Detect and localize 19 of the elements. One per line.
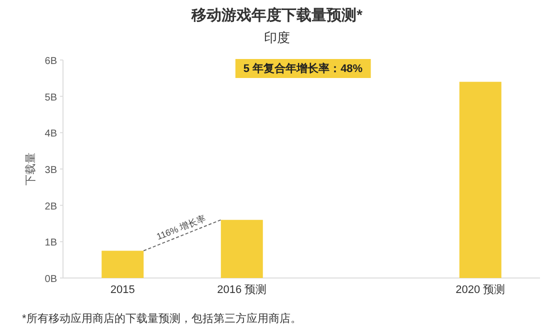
y-tick-label: 3B xyxy=(44,165,58,176)
bar xyxy=(220,220,263,278)
annotation: 5 年复合年增长率：48% xyxy=(243,62,363,75)
bar xyxy=(102,250,144,278)
y-tick-label: 2B xyxy=(44,201,58,212)
y-axis-title: 下载量 xyxy=(24,152,37,186)
x-tick-label: 2015 xyxy=(110,284,135,296)
bar xyxy=(459,82,502,278)
y-tick-label: 5B xyxy=(44,92,58,104)
x-tick-label: 2016 预测 xyxy=(217,284,267,296)
y-tick-label: 4B xyxy=(44,128,58,140)
chart-subtitle: 印度 xyxy=(264,30,290,45)
chart-title: 移动游戏年度下载量预测* xyxy=(190,6,363,24)
x-tick-label: 2020 预测 xyxy=(456,284,506,296)
text: *所有移动应用商店的下载量预测，包括第三方应用商店。 xyxy=(22,312,302,325)
y-tick-label: 0B xyxy=(44,274,58,285)
y-tick-label: 6B xyxy=(44,56,58,67)
y-tick-label: 1B xyxy=(44,238,58,249)
annotation: 116% 增长率 xyxy=(155,213,208,242)
